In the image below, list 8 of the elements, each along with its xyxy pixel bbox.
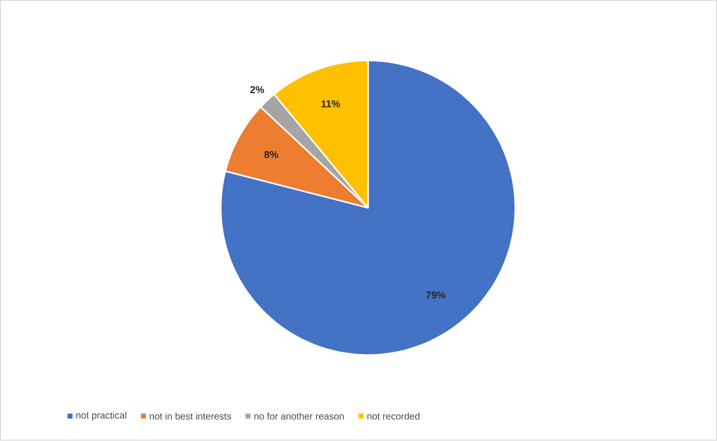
legend-label: not in best interests	[150, 412, 232, 420]
data-label: 2%	[250, 86, 264, 94]
legend-label: no for another reason	[254, 412, 344, 420]
data-label: 8%	[264, 151, 278, 158]
data-label: 11%	[322, 100, 340, 108]
data-label: 79%	[426, 292, 446, 299]
legend-label: not practical	[76, 412, 126, 421]
legend-label: not recorded	[367, 412, 420, 420]
